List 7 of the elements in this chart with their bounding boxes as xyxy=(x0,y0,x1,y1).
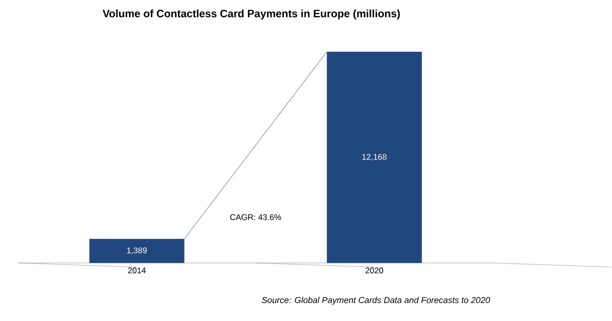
x-tick-label: 2014 xyxy=(128,267,146,274)
x-tick-label: 2020 xyxy=(366,267,384,274)
data-label: 1,389 xyxy=(127,247,147,254)
source-note: Source: Global Payment Cards Data and Forecasts to 2020 xyxy=(262,296,490,305)
chart-title: Volume of Contactless Card Payments in Europe (millions) xyxy=(102,9,400,20)
data-label: 12,168 xyxy=(362,154,387,161)
annotation: CAGR: 43.6% xyxy=(230,214,282,220)
